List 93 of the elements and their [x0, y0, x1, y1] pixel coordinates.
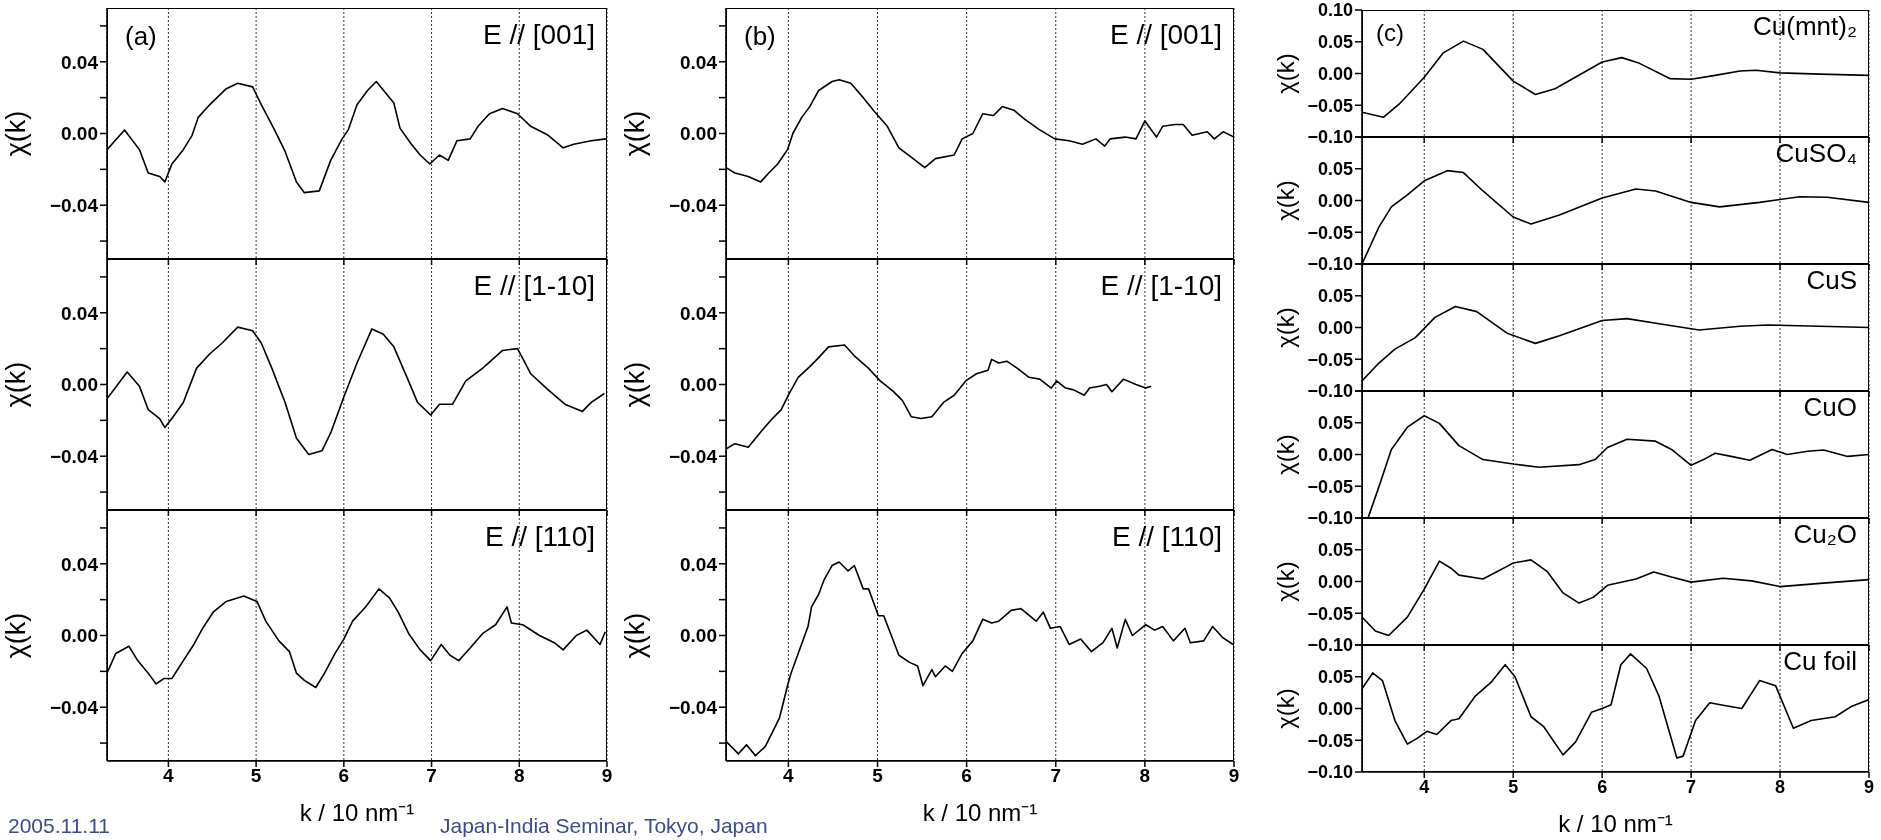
x-tick-label: 6 [961, 765, 972, 787]
y-tick-label: −0.04 [668, 445, 718, 467]
y-tick-label: 0.04 [61, 51, 99, 73]
y-tick-label: 0.05 [1317, 159, 1353, 180]
y-tick-label: −0.10 [1307, 381, 1353, 402]
y-tick-label: 0.00 [680, 374, 717, 396]
x-tick-label: 7 [1050, 765, 1062, 787]
x-tick-label: 8 [1775, 776, 1786, 797]
y-tick-label: 0.00 [1317, 317, 1353, 338]
y-tick-label: 0.04 [680, 553, 718, 575]
x-tick-label: 5 [250, 765, 262, 787]
y-axis-title: χ(k) [0, 110, 31, 157]
y-tick-label: 0.04 [680, 51, 718, 73]
y-tick-label: 0.00 [61, 123, 98, 145]
y-axis-title: χ(k) [619, 361, 650, 408]
y-axis-title: χ(k) [0, 612, 31, 659]
text: 2005.11.11 [8, 814, 110, 838]
y-tick-label: 0.04 [680, 302, 718, 324]
y-axis-title: χ(k) [1271, 307, 1299, 348]
chart-title: E // [001] [1109, 19, 1222, 51]
y-tick-label: 0.05 [1317, 286, 1353, 307]
x-axis-title: k / 10 nm⁻¹ [1558, 810, 1673, 837]
y-tick-label: 0.00 [61, 374, 98, 396]
y-tick-label: 0.00 [1317, 571, 1353, 592]
y-tick-label: 0.04 [61, 553, 99, 575]
y-tick-label: −0.10 [1307, 127, 1353, 148]
chart-title: Cu(mnt)₂ [1753, 11, 1857, 41]
y-axis-title: χ(k) [0, 361, 31, 408]
x-tick-label: 9 [601, 765, 613, 787]
x-axis-title: k / 10 nm⁻¹ [299, 799, 415, 826]
x-tick-label: 8 [513, 765, 525, 787]
y-axis-title: χ(k) [619, 110, 650, 157]
y-tick-label: 0.05 [1317, 667, 1353, 688]
x-tick-label: 8 [1139, 765, 1151, 787]
chart-title: CuSO₄ [1775, 138, 1857, 168]
y-tick-label: −0.05 [1307, 730, 1353, 751]
chart-title: CuO [1803, 392, 1857, 422]
y-axis-title: χ(k) [1271, 688, 1299, 729]
x-tick-label: 7 [1686, 776, 1697, 797]
y-axis-title: χ(k) [1271, 561, 1299, 602]
x-tick-label: 4 [783, 765, 795, 787]
annotation: (c) [1376, 19, 1404, 47]
text: Japan-India Seminar, Tokyo, Japan [440, 814, 768, 838]
y-axis-title: χ(k) [1271, 180, 1299, 221]
x-tick-label: 9 [1228, 765, 1240, 787]
y-tick-label: −0.10 [1307, 635, 1353, 656]
chart-title: CuS [1806, 265, 1857, 295]
y-tick-label: 0.00 [680, 625, 717, 647]
y-tick-label: −0.04 [49, 696, 99, 718]
y-tick-label: 0.00 [1317, 698, 1353, 719]
x-axis-title: k / 10 nm⁻¹ [922, 799, 1038, 826]
y-tick-label: −0.10 [1307, 762, 1353, 783]
y-tick-label: 0.05 [1317, 540, 1353, 561]
chart-title: E // [001] [482, 19, 595, 51]
x-tick-label: 5 [1508, 776, 1519, 797]
y-tick-label: −0.05 [1307, 222, 1353, 243]
y-tick-label: −0.04 [49, 445, 99, 467]
x-tick-label: 4 [163, 765, 175, 787]
chart-title: E // [1-10] [1100, 270, 1222, 302]
y-tick-label: 0.05 [1317, 413, 1353, 434]
chart-title: E // [1-10] [473, 270, 595, 302]
x-tick-label: 4 [1419, 776, 1430, 797]
chart-title: E // [110] [1112, 521, 1222, 553]
y-tick-label: −0.05 [1307, 95, 1353, 116]
y-tick-label: −0.04 [668, 696, 718, 718]
y-tick-label: 0.10 [1317, 0, 1353, 21]
y-tick-label: −0.10 [1307, 254, 1353, 275]
annotation: (b) [744, 21, 776, 51]
x-tick-label: 6 [1597, 776, 1608, 797]
y-tick-label: −0.04 [668, 194, 718, 216]
x-tick-label: 6 [338, 765, 350, 787]
y-tick-label: −0.05 [1307, 349, 1353, 370]
x-tick-label: 9 [1863, 776, 1875, 797]
y-tick-label: 0.05 [1317, 32, 1353, 53]
y-tick-label: 0.04 [61, 302, 99, 324]
y-tick-label: 0.00 [61, 625, 98, 647]
y-tick-label: −0.10 [1307, 508, 1353, 529]
chart-title: E // [110] [485, 521, 595, 553]
chart-title: Cu foil [1783, 646, 1857, 676]
x-tick-label: 5 [872, 765, 884, 787]
y-axis-title: χ(k) [1271, 434, 1299, 475]
chart-title: Cu₂O [1793, 519, 1857, 549]
y-tick-label: −0.04 [49, 194, 99, 216]
x-tick-label: 7 [426, 765, 437, 787]
annotation: (a) [125, 21, 157, 51]
y-tick-label: 0.00 [680, 123, 717, 145]
y-axis-title: χ(k) [1271, 53, 1299, 94]
y-tick-label: 0.00 [1317, 63, 1353, 84]
y-tick-label: −0.05 [1307, 603, 1353, 624]
y-axis-title: χ(k) [619, 612, 650, 659]
y-tick-label: 0.00 [1317, 444, 1353, 465]
y-tick-label: 0.00 [1317, 190, 1353, 211]
y-tick-label: −0.05 [1307, 476, 1353, 497]
